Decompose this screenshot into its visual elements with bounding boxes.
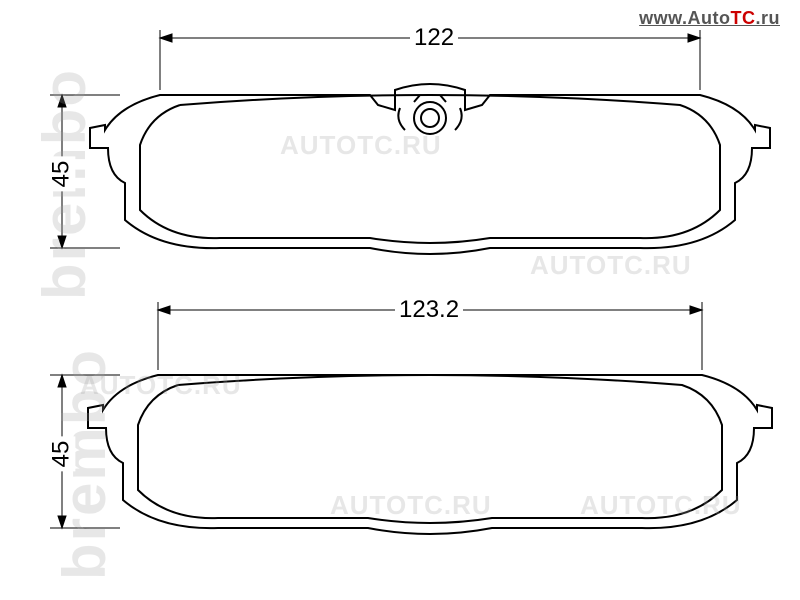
technical-drawing: brembo brembo AUTOTC.RU AUTOTC.RU AUTOTC… (0, 0, 800, 600)
url-main: Auto (688, 8, 731, 28)
url-prefix: www. (639, 8, 687, 28)
pad-top-outline (90, 84, 770, 254)
dim-label-top-width: 122 (410, 24, 458, 52)
pad-bottom-outline (88, 375, 772, 534)
site-url: www.AutoTC.ru (639, 8, 780, 29)
dim-label-top-height: 45 (47, 157, 75, 192)
dim-label-bottom-height: 45 (47, 437, 75, 472)
url-suffix: .ru (755, 8, 780, 28)
url-accent: TC (730, 8, 755, 28)
dim-label-bottom-width: 123.2 (395, 296, 463, 324)
